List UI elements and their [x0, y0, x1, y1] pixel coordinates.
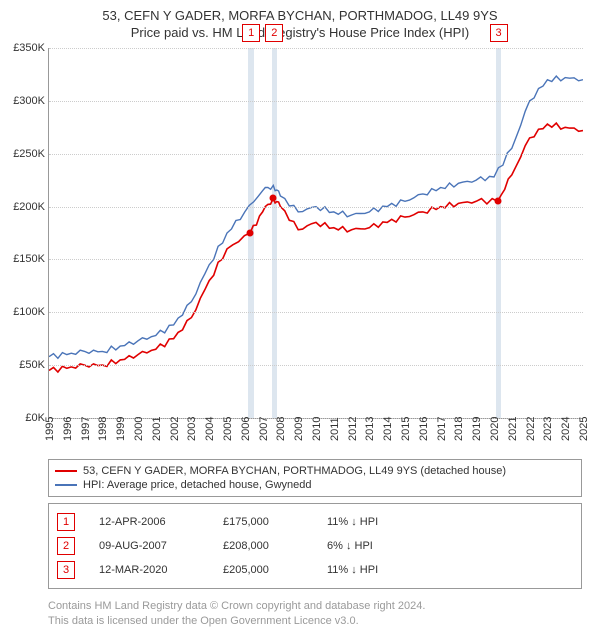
legend-label-hpi: HPI: Average price, detached house, Gwyn… — [83, 479, 312, 491]
legend-swatch-hpi — [55, 484, 77, 486]
x-tick-label: 2001 — [151, 417, 163, 441]
marker-table: 1 12-APR-2006 £175,000 11% ↓ HPI 2 09-AUG-200… — [48, 503, 582, 589]
x-tick-label: 2000 — [133, 417, 145, 441]
x-axis-ticks: 1995199619971998199920002001200220032004… — [48, 419, 582, 459]
x-tick-label: 1995 — [44, 417, 56, 441]
marker-num: 1 — [57, 513, 75, 531]
x-tick-label: 1998 — [97, 417, 109, 441]
marker-date: 12-MAR-2020 — [99, 564, 199, 576]
gridline — [49, 154, 583, 155]
gridline — [49, 101, 583, 102]
marker-dot-2 — [270, 195, 277, 202]
x-tick-label: 2007 — [258, 417, 270, 441]
marker-row: 1 12-APR-2006 £175,000 11% ↓ HPI — [57, 510, 573, 534]
legend-row: HPI: Average price, detached house, Gwyn… — [55, 478, 575, 492]
x-tick-label: 2014 — [382, 417, 394, 441]
x-tick-label: 2015 — [400, 417, 412, 441]
marker-diff: 11% ↓ HPI — [327, 516, 427, 528]
x-tick-label: 2003 — [186, 417, 198, 441]
x-tick-label: 2002 — [169, 417, 181, 441]
marker-price: £205,000 — [223, 564, 303, 576]
marker-box-3: 3 — [490, 24, 508, 42]
x-tick-label: 2011 — [329, 417, 341, 441]
marker-price: £208,000 — [223, 540, 303, 552]
series-line-property — [49, 123, 583, 372]
legend-row: 53, CEFN Y GADER, MORFA BYCHAN, PORTHMAD… — [55, 464, 575, 478]
footer-line-2: This data is licensed under the Open Gov… — [48, 614, 582, 629]
x-tick-label: 2020 — [489, 417, 501, 441]
chart-titles: 53, CEFN Y GADER, MORFA BYCHAN, PORTHMAD… — [0, 0, 600, 44]
marker-num: 2 — [57, 537, 75, 555]
x-tick-label: 1999 — [115, 417, 127, 441]
x-tick-label: 2006 — [240, 417, 252, 441]
x-tick-label: 2024 — [560, 417, 572, 441]
marker-num: 3 — [57, 561, 75, 579]
x-tick-label: 2021 — [507, 417, 519, 441]
marker-dot-1 — [247, 230, 254, 237]
x-tick-label: 2009 — [293, 417, 305, 441]
x-tick-label: 2012 — [347, 417, 359, 441]
gridline — [49, 207, 583, 208]
y-tick-label: £150K — [1, 253, 45, 265]
marker-diff: 11% ↓ HPI — [327, 564, 427, 576]
title-line-1: 53, CEFN Y GADER, MORFA BYCHAN, PORTHMAD… — [10, 8, 590, 23]
marker-diff: 6% ↓ HPI — [327, 540, 427, 552]
footer-line-1: Contains HM Land Registry data © Crown c… — [48, 599, 582, 614]
marker-date: 12-APR-2006 — [99, 516, 199, 528]
x-tick-label: 2004 — [204, 417, 216, 441]
gridline — [49, 365, 583, 366]
y-tick-label: £200K — [1, 201, 45, 213]
x-tick-label: 2018 — [453, 417, 465, 441]
x-tick-label: 2008 — [275, 417, 287, 441]
y-tick-label: £100K — [1, 306, 45, 318]
marker-box-2: 2 — [265, 24, 283, 42]
x-tick-label: 2016 — [418, 417, 430, 441]
gridline — [49, 48, 583, 49]
marker-row: 3 12-MAR-2020 £205,000 11% ↓ HPI — [57, 558, 573, 582]
x-tick-label: 2005 — [222, 417, 234, 441]
x-tick-label: 2013 — [364, 417, 376, 441]
chart-svg — [49, 48, 583, 418]
x-tick-label: 2025 — [578, 417, 590, 441]
y-tick-label: £350K — [1, 42, 45, 54]
x-tick-label: 2023 — [542, 417, 554, 441]
series-line-hpi — [49, 76, 583, 358]
x-tick-label: 2019 — [471, 417, 483, 441]
marker-price: £175,000 — [223, 516, 303, 528]
x-tick-label: 2017 — [436, 417, 448, 441]
legend-swatch-property — [55, 470, 77, 472]
y-tick-label: £250K — [1, 148, 45, 160]
y-tick-label: £50K — [1, 359, 45, 371]
x-tick-label: 2022 — [525, 417, 537, 441]
marker-box-1: 1 — [242, 24, 260, 42]
line-chart: £0K£50K£100K£150K£200K£250K£300K£350K123 — [48, 48, 583, 419]
marker-date: 09-AUG-2007 — [99, 540, 199, 552]
gridline — [49, 312, 583, 313]
chart-footer: Contains HM Land Registry data © Crown c… — [48, 595, 582, 629]
x-tick-label: 1997 — [80, 417, 92, 441]
chart-legend: 53, CEFN Y GADER, MORFA BYCHAN, PORTHMAD… — [48, 459, 582, 497]
y-tick-label: £0K — [1, 412, 45, 424]
x-tick-label: 2010 — [311, 417, 323, 441]
marker-dot-3 — [494, 198, 501, 205]
marker-row: 2 09-AUG-2007 £208,000 6% ↓ HPI — [57, 534, 573, 558]
x-tick-label: 1996 — [62, 417, 74, 441]
y-tick-label: £300K — [1, 95, 45, 107]
gridline — [49, 259, 583, 260]
legend-label-property: 53, CEFN Y GADER, MORFA BYCHAN, PORTHMAD… — [83, 465, 506, 477]
